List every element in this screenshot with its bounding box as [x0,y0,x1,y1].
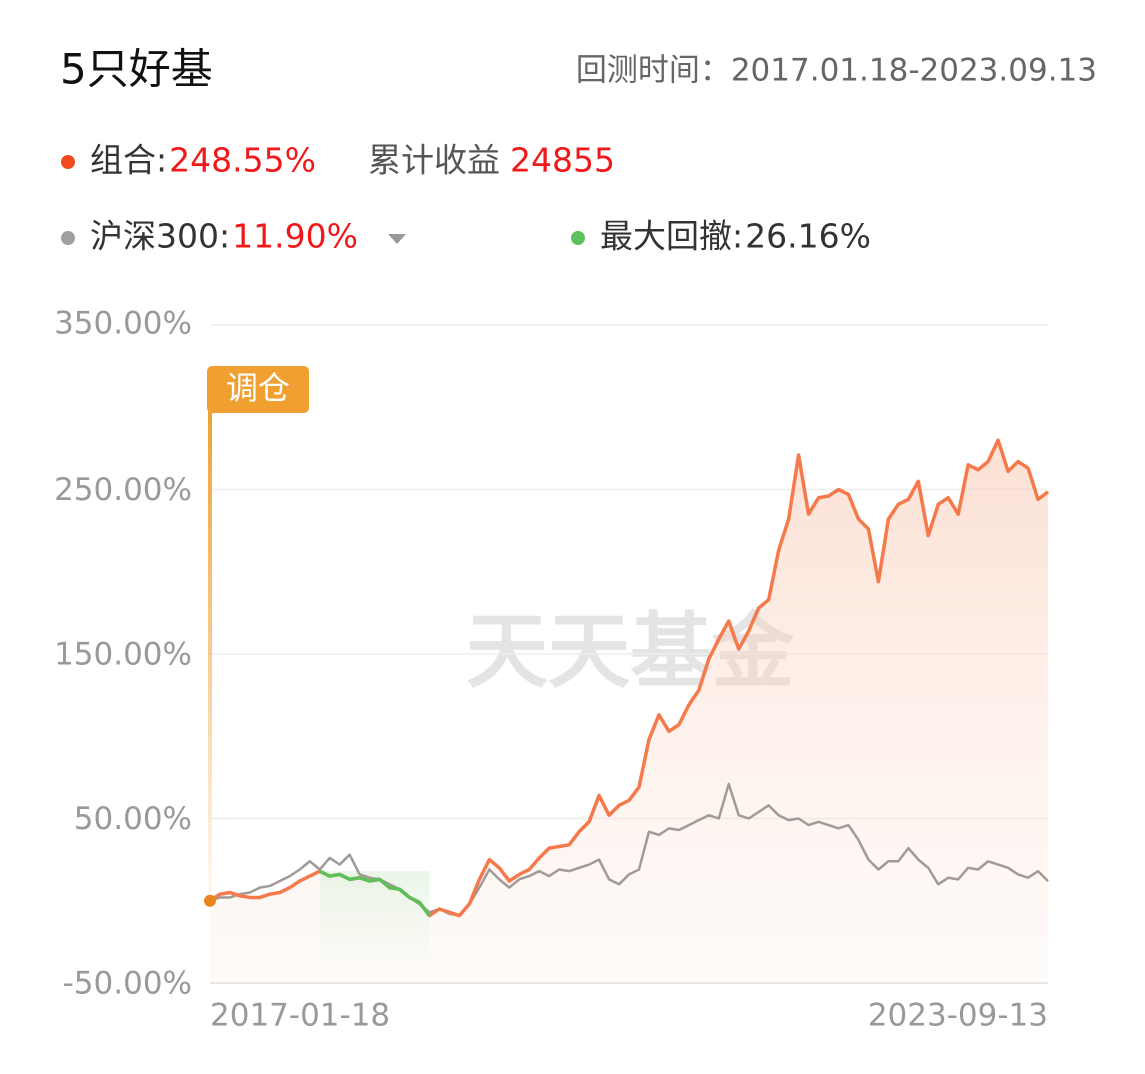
y-tick-label: 50.00% [74,801,192,837]
series-line [318,869,431,917]
rebalance-line [208,410,212,901]
rebalance-box [207,366,309,413]
x-tick-label: 2017-01-18 [210,998,390,1034]
dropdown-arrow[interactable] [388,234,406,244]
legend-label: 沪深300: [90,217,230,256]
y-tick-label: 350.00% [54,306,192,342]
legend-dot [61,231,75,245]
drawdown-band [319,871,430,963]
y-tick-label: -50.00% [63,966,192,1002]
legend-label: 最大回撤: [600,217,743,256]
cumulative-label: 累计收益 [368,141,500,180]
x-tick-label: 2023-09-13 [868,998,1048,1034]
y-tick-label: 250.00% [54,472,192,508]
area [210,440,1048,983]
cumulative-value: 24855 [510,141,615,180]
title: 5只好基 [60,45,213,94]
start-point [204,894,216,907]
y-tick-label: 150.00% [54,637,192,673]
legend-value: 26.16% [745,217,871,256]
legend-label: 组合: [90,141,167,180]
backtest-range: 回测时间：2017.01.18-2023.09.13 [576,53,1097,89]
legend-dot [61,155,75,169]
legend-dot [571,231,585,245]
series-line [209,782,1049,917]
legend-value: 248.55% [169,141,316,180]
legend-value: 11.90% [232,217,358,256]
rebalance-label: 调仓 [226,369,290,407]
